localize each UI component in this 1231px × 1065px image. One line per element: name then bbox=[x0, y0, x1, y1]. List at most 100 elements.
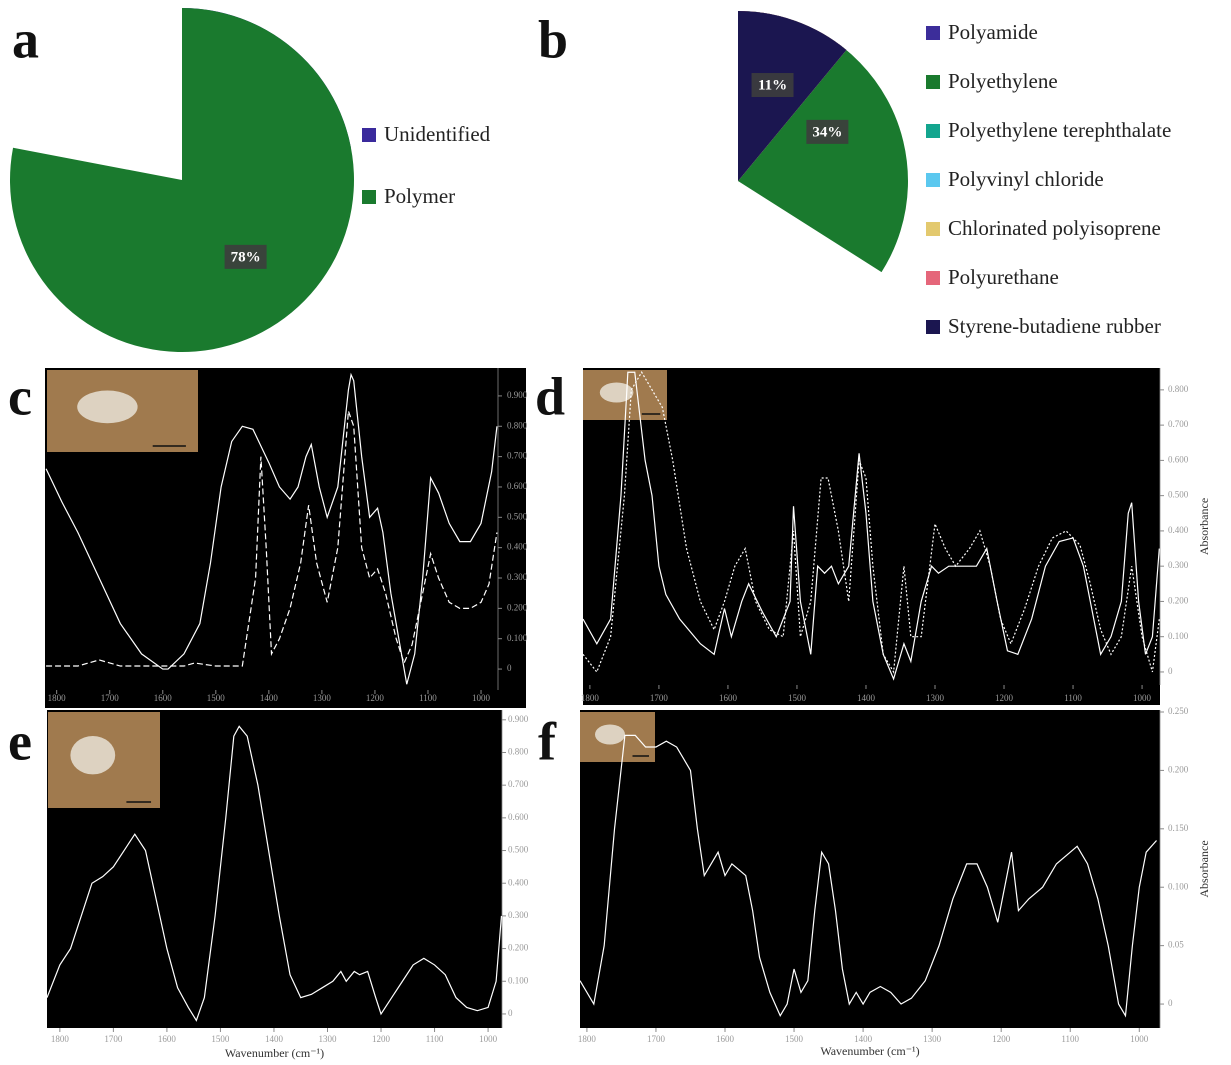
x-tick-label: 1600 bbox=[158, 1034, 177, 1044]
x-tick-label: 1800 bbox=[581, 693, 600, 703]
x-tick-label: 1000 bbox=[1130, 1034, 1149, 1044]
inset-particle bbox=[77, 391, 137, 424]
y-axis-label: Absorbance bbox=[1197, 498, 1211, 555]
x-tick-label: 1700 bbox=[650, 693, 669, 703]
pie-slice bbox=[10, 8, 354, 352]
y-tick-label: 0.250 bbox=[1168, 706, 1189, 716]
legend-label: Polyethylene terephthalate bbox=[948, 118, 1171, 142]
y-tick-label: 0.700 bbox=[507, 451, 528, 461]
x-tick-label: 1800 bbox=[51, 1034, 70, 1044]
y-tick-label: 0.800 bbox=[507, 420, 528, 430]
y-tick-label: 0.600 bbox=[507, 481, 528, 491]
y-tick-label: 0.400 bbox=[1168, 525, 1189, 535]
panel-letter: d bbox=[535, 366, 565, 426]
legend-label: Polyurethane bbox=[948, 265, 1059, 289]
inset-particle bbox=[595, 725, 625, 745]
y-tick-label: 0.200 bbox=[508, 943, 529, 953]
legend-swatch bbox=[926, 271, 940, 285]
y-tick-label: 0 bbox=[508, 1008, 513, 1018]
y-tick-label: 0 bbox=[1168, 666, 1173, 676]
y-tick-label: 0.100 bbox=[507, 633, 528, 643]
y-tick-label: 0.400 bbox=[508, 877, 529, 887]
x-tick-label: 1600 bbox=[154, 693, 173, 703]
x-tick-label: 1400 bbox=[260, 693, 279, 703]
y-tick-label: 0.400 bbox=[507, 542, 528, 552]
y-tick-label: 0.800 bbox=[508, 747, 529, 757]
y-tick-label: 0.900 bbox=[507, 390, 528, 400]
y-tick-label: 0.900 bbox=[508, 714, 529, 724]
legend-swatch bbox=[926, 26, 940, 40]
x-tick-label: 1200 bbox=[366, 693, 385, 703]
y-tick-label: 0.200 bbox=[1168, 595, 1189, 605]
inset-particle bbox=[600, 383, 634, 403]
y-tick-label: 0.100 bbox=[508, 975, 529, 985]
y-tick-label: 0.500 bbox=[507, 511, 528, 521]
x-tick-label: 1300 bbox=[926, 693, 945, 703]
x-tick-label: 1500 bbox=[211, 1034, 230, 1044]
y-tick-label: 0.500 bbox=[1168, 490, 1189, 500]
y-tick-label: 0.150 bbox=[1168, 823, 1189, 833]
x-tick-label: 1700 bbox=[647, 1034, 666, 1044]
x-tick-label: 1000 bbox=[1133, 693, 1152, 703]
y-tick-label: 0.600 bbox=[508, 812, 529, 822]
panel-letter: b bbox=[538, 9, 568, 69]
value-label: 78% bbox=[231, 249, 261, 265]
legend-label: Polyvinyl chloride bbox=[948, 167, 1104, 191]
legend-label: Unidentified bbox=[384, 122, 491, 146]
y-tick-label: 0 bbox=[1168, 998, 1173, 1008]
legend-swatch bbox=[926, 320, 940, 334]
inset-particle bbox=[70, 736, 115, 774]
x-axis-label: Wavenumber (cm⁻¹) bbox=[820, 1044, 919, 1058]
legend-swatch bbox=[926, 173, 940, 187]
x-tick-label: 1800 bbox=[578, 1034, 597, 1044]
legend-label: Polyethylene bbox=[948, 69, 1058, 93]
panel-letter: c bbox=[8, 366, 32, 426]
y-tick-label: 0.700 bbox=[508, 779, 529, 789]
x-axis-label: Wavenumber (cm⁻¹) bbox=[225, 1046, 324, 1060]
y-tick-label: 0.500 bbox=[508, 845, 529, 855]
x-tick-label: 1000 bbox=[479, 1034, 498, 1044]
legend-swatch bbox=[362, 190, 376, 204]
value-label: 34% bbox=[812, 124, 842, 140]
x-tick-label: 1100 bbox=[1061, 1034, 1079, 1044]
x-tick-label: 1100 bbox=[419, 693, 437, 703]
x-tick-label: 1200 bbox=[995, 693, 1014, 703]
y-tick-label: 0.600 bbox=[1168, 454, 1189, 464]
plot-background bbox=[580, 710, 1160, 1028]
x-tick-label: 1500 bbox=[207, 693, 226, 703]
x-tick-label: 1800 bbox=[48, 693, 67, 703]
legend-label: Polyamide bbox=[948, 20, 1038, 44]
value-label: 11% bbox=[758, 77, 787, 93]
plot-background bbox=[583, 368, 1160, 705]
x-tick-label: 1700 bbox=[104, 1034, 123, 1044]
legend-swatch bbox=[926, 124, 940, 138]
x-tick-label: 1100 bbox=[426, 1034, 444, 1044]
x-tick-label: 1200 bbox=[992, 1034, 1011, 1044]
legend-swatch bbox=[926, 222, 940, 236]
y-tick-label: 0.800 bbox=[1168, 384, 1189, 394]
x-tick-label: 1500 bbox=[788, 693, 807, 703]
figure: 22%Unidentified78%Polymera11%Polyamide34… bbox=[0, 0, 1231, 1065]
y-tick-label: 0.300 bbox=[507, 572, 528, 582]
x-tick-label: 1600 bbox=[716, 1034, 735, 1044]
y-tick-label: 0.05 bbox=[1168, 940, 1184, 950]
y-tick-label: 0.200 bbox=[1168, 764, 1189, 774]
x-tick-label: 1400 bbox=[265, 1034, 284, 1044]
legend-swatch bbox=[362, 128, 376, 142]
y-tick-label: 0.100 bbox=[1168, 631, 1189, 641]
panel-letter: e bbox=[8, 711, 32, 771]
y-tick-label: 0.200 bbox=[507, 602, 528, 612]
x-tick-label: 1100 bbox=[1064, 693, 1082, 703]
y-tick-label: 0.300 bbox=[508, 910, 529, 920]
x-tick-label: 1500 bbox=[785, 1034, 804, 1044]
legend-swatch bbox=[926, 75, 940, 89]
x-tick-label: 1200 bbox=[372, 1034, 391, 1044]
x-tick-label: 1300 bbox=[313, 693, 332, 703]
y-tick-label: 0.300 bbox=[1168, 560, 1189, 570]
x-tick-label: 1600 bbox=[719, 693, 738, 703]
x-tick-label: 1700 bbox=[101, 693, 120, 703]
y-tick-label: 0.700 bbox=[1168, 419, 1189, 429]
y-tick-label: 0.100 bbox=[1168, 881, 1189, 891]
x-tick-label: 1400 bbox=[854, 1034, 873, 1044]
x-tick-label: 1000 bbox=[472, 693, 491, 703]
